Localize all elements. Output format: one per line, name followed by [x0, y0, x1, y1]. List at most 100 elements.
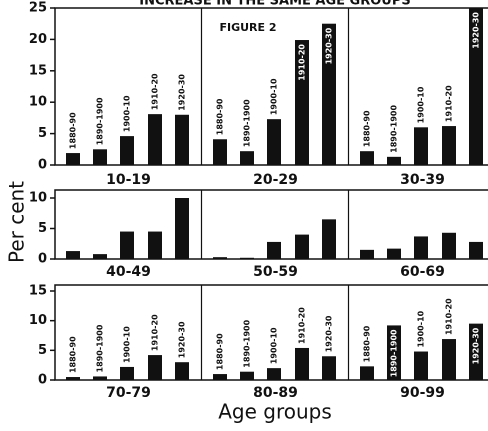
- bar-label: 1910-20: [445, 85, 454, 122]
- bar-label: 1900-10: [270, 327, 279, 364]
- bar: [240, 151, 254, 165]
- y-tick-label: 0: [38, 252, 47, 267]
- bar: [322, 356, 336, 380]
- bar-label: 1910-20: [298, 307, 307, 344]
- bar: [322, 23, 336, 166]
- bar-label: 1920-30: [178, 321, 187, 358]
- y-axis-label: Per cent: [5, 181, 29, 263]
- bar-label: 1910-20: [298, 44, 307, 81]
- bar: [93, 376, 107, 380]
- x-category-label: 50-59: [253, 264, 298, 280]
- bar: [93, 254, 107, 259]
- bar-label: 1900-10: [123, 95, 132, 132]
- bar: [442, 126, 456, 165]
- bar: [66, 153, 80, 165]
- bar: [360, 249, 374, 259]
- bar-label: 1890-1900: [390, 329, 399, 377]
- bar-label: 1880-90: [69, 112, 78, 149]
- chart-title: INCREASE IN THE SAME AGE GROUPS: [139, 0, 410, 9]
- y-tick-label: 0: [38, 158, 47, 173]
- bar: [120, 136, 134, 165]
- bar: [387, 325, 401, 380]
- bar-label: 1920-30: [178, 74, 187, 111]
- bar-label: 1890-1900: [96, 324, 105, 372]
- bar-label: 1890-1900: [390, 105, 399, 153]
- bar-label: 1910-20: [151, 314, 160, 351]
- x-category-label: 30-39: [400, 172, 445, 188]
- figure-label: FIGURE 2: [219, 21, 276, 34]
- bar: [175, 198, 189, 259]
- bar: [240, 257, 254, 259]
- bar-label: 1900-10: [417, 310, 426, 347]
- bar: [267, 119, 281, 165]
- bar: [295, 347, 309, 380]
- x-category-label: 80-89: [253, 385, 298, 401]
- x-category-label: 60-69: [400, 264, 445, 280]
- bar: [93, 149, 107, 165]
- x-category-label: 90-99: [400, 385, 445, 401]
- bar: [414, 236, 428, 259]
- x-category-label: 20-29: [253, 172, 298, 188]
- bar: [295, 40, 309, 165]
- bar-label: 1900-10: [123, 326, 132, 363]
- bar-label: 1880-90: [363, 110, 372, 147]
- y-tick-label: 15: [29, 63, 47, 78]
- bar: [120, 366, 134, 380]
- bar-label: 1920-30: [472, 12, 481, 49]
- bar: [414, 351, 428, 380]
- bar: [175, 362, 189, 380]
- bar: [387, 156, 401, 165]
- bar-label: 1880-90: [363, 325, 372, 362]
- y-tick-label: 25: [29, 1, 47, 16]
- bar: [387, 248, 401, 259]
- bar-label: 1920-30: [325, 315, 334, 352]
- bar-label: 1920-30: [325, 27, 334, 64]
- bar: [469, 241, 483, 259]
- y-tick-label: 10: [29, 95, 47, 110]
- bar: [295, 234, 309, 259]
- bar: [175, 114, 189, 165]
- bar-label: 1890-1900: [243, 99, 252, 147]
- y-tick-label: 5: [38, 126, 47, 141]
- y-tick-label: 20: [29, 32, 47, 47]
- x-category-label: 40-49: [106, 264, 151, 280]
- bar: [66, 377, 80, 380]
- x-category-label: 70-79: [106, 385, 151, 401]
- bar-label: 1900-10: [417, 86, 426, 123]
- bar-label: 1890-1900: [243, 319, 252, 367]
- y-tick-label: 15: [29, 284, 47, 299]
- bar-label: 1920-30: [472, 327, 481, 364]
- bar: [120, 231, 134, 259]
- bar: [322, 219, 336, 259]
- bar: [360, 151, 374, 165]
- bar-label: 1910-20: [151, 73, 160, 110]
- y-tick-label: 10: [29, 191, 47, 206]
- bar: [267, 241, 281, 259]
- x-axis-label: Age groups: [218, 400, 332, 424]
- bar: [414, 127, 428, 165]
- bar: [442, 339, 456, 380]
- bar: [213, 374, 227, 380]
- bar: [267, 368, 281, 380]
- x-category-label: 10-19: [106, 172, 151, 188]
- bar: [148, 355, 162, 380]
- bar-label: 1880-90: [69, 336, 78, 373]
- bar: [469, 8, 483, 165]
- bar-label: 1880-90: [216, 98, 225, 135]
- y-tick-label: 0: [38, 373, 47, 388]
- bar-label: 1910-20: [445, 298, 454, 335]
- bar: [442, 232, 456, 259]
- bar: [66, 251, 80, 259]
- y-tick-label: 10: [29, 313, 47, 328]
- bar: [469, 323, 483, 380]
- bar: [360, 366, 374, 380]
- bar-label: 1880-90: [216, 333, 225, 370]
- y-tick-label: 5: [38, 221, 47, 236]
- bar: [148, 114, 162, 165]
- bar-label: 1890-1900: [96, 97, 105, 145]
- bar-label: 1900-10: [270, 78, 279, 115]
- bar: [148, 231, 162, 259]
- y-tick-label: 5: [38, 343, 47, 358]
- bar: [240, 371, 254, 380]
